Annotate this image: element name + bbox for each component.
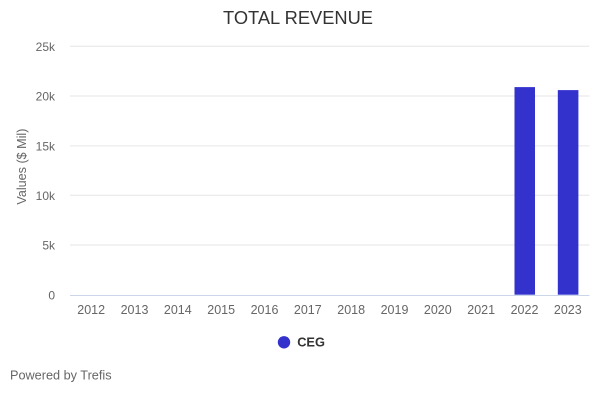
svg-text:5k: 5k	[42, 239, 56, 253]
svg-text:2013: 2013	[121, 303, 149, 317]
svg-text:2012: 2012	[77, 303, 105, 317]
svg-text:TOTAL REVENUE: TOTAL REVENUE	[223, 7, 373, 28]
svg-text:10k: 10k	[36, 189, 56, 203]
svg-text:20k: 20k	[36, 90, 56, 104]
svg-text:0: 0	[48, 288, 55, 302]
svg-text:2023: 2023	[554, 303, 582, 317]
svg-text:Powered by Trefis: Powered by Trefis	[10, 369, 112, 383]
svg-text:2020: 2020	[424, 303, 452, 317]
svg-text:2022: 2022	[511, 303, 539, 317]
svg-text:2015: 2015	[207, 303, 235, 317]
svg-text:2017: 2017	[294, 303, 322, 317]
svg-text:2018: 2018	[337, 303, 365, 317]
svg-text:25k: 25k	[36, 40, 56, 54]
svg-text:2014: 2014	[164, 303, 192, 317]
svg-text:2019: 2019	[381, 303, 409, 317]
svg-text:Values ($ Mil): Values ($ Mil)	[15, 129, 29, 205]
svg-text:CEG: CEG	[297, 335, 325, 350]
svg-text:15k: 15k	[36, 139, 56, 153]
svg-text:2016: 2016	[251, 303, 279, 317]
svg-text:2021: 2021	[467, 303, 495, 317]
